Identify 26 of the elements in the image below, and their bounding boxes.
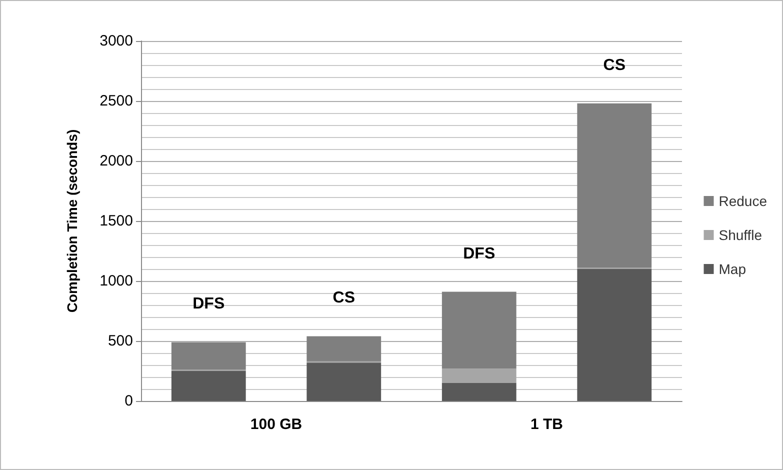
bar xyxy=(577,103,652,268)
bar xyxy=(442,292,516,369)
legend-label: Map xyxy=(718,261,746,277)
x-tick-label: CS xyxy=(603,56,626,74)
bar xyxy=(171,342,246,370)
y-tick-label: 2000 xyxy=(100,152,133,170)
text: 1 TB xyxy=(530,416,564,433)
y-tick-label: 1500 xyxy=(100,212,133,230)
y-tick-label: 500 xyxy=(108,332,133,350)
bar xyxy=(306,362,382,401)
y-tick-label: 2500 xyxy=(100,92,133,110)
legend-label: Shuffle xyxy=(718,227,762,243)
bar xyxy=(171,371,246,401)
y-tick-label: 1000 xyxy=(100,272,133,290)
bar xyxy=(577,269,652,401)
bar xyxy=(442,383,516,401)
y-axis-title: Completion Time (seconds) xyxy=(64,129,80,313)
y-tick-label: 3000 xyxy=(100,32,133,50)
bar xyxy=(306,336,382,362)
legend-label: Reduce xyxy=(718,193,768,209)
text: 100 GB xyxy=(250,416,302,433)
x-tick-label: CS xyxy=(332,290,356,307)
x-tick-label: DFS xyxy=(463,245,496,262)
x-tick-label: DFS xyxy=(192,296,225,313)
y-tick-label: 0 xyxy=(124,392,133,410)
bar xyxy=(442,368,516,383)
